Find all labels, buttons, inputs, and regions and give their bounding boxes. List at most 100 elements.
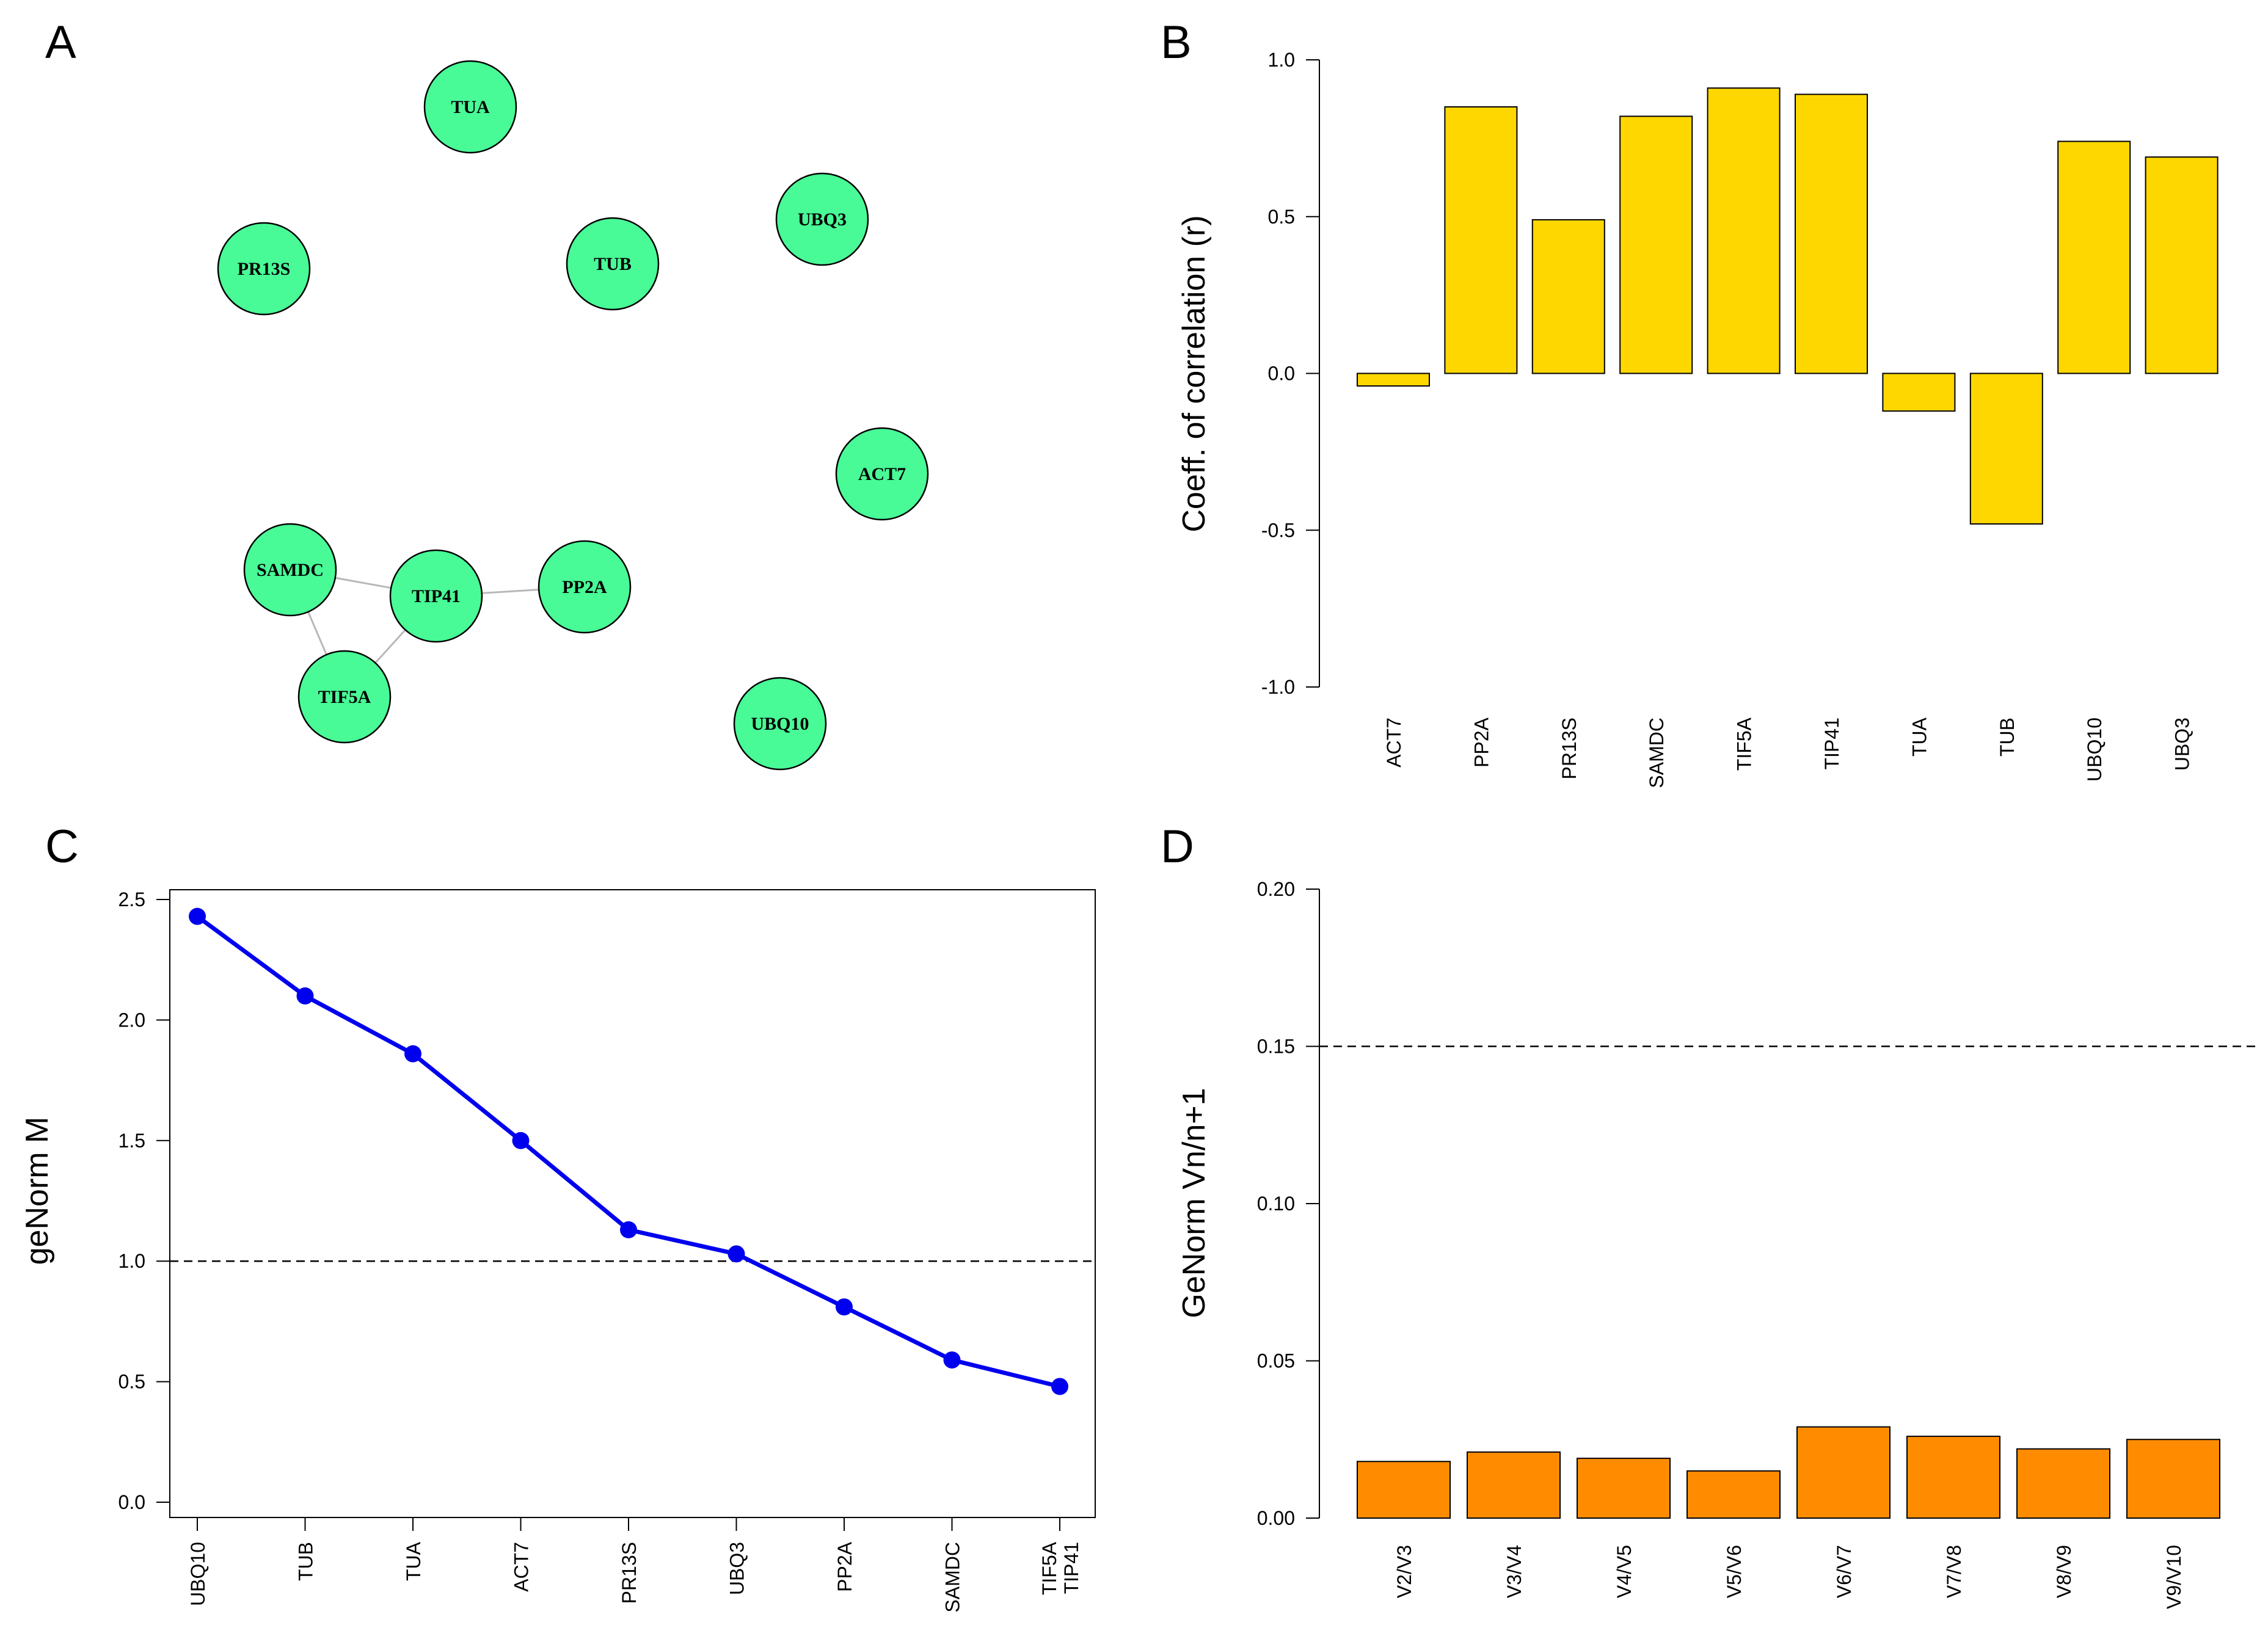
b-x-tick-label-ubq10: UBQ10 <box>2084 718 2106 782</box>
node-label-act7: ACT7 <box>858 464 906 484</box>
node-pp2a <box>538 540 632 634</box>
panel-b-correlation-chart: B Coeff. of correlation (r) -1.0 -0.5 0.0 0… <box>1161 16 2219 788</box>
panel-letter-d: D <box>1161 821 1194 873</box>
c-y-tick-label: 1.5 <box>119 1130 145 1152</box>
b-x-tick-label-samdc: SAMDC <box>1646 718 1668 788</box>
point-tif5a-tip41 <box>1051 1378 1068 1395</box>
b-x-tick-label-tub: TUB <box>1996 718 2018 757</box>
node-label-tua: TUA <box>451 97 490 117</box>
bar-tip41 <box>1795 93 1868 374</box>
node-label-tif5a: TIF5A <box>318 687 371 707</box>
network-nodes: TUA UBQ3 PR13S TUB ACT7 SAMDC TIP41 PP2A TIF5A UB… <box>217 60 929 771</box>
b-x-axis-labels: ACT7 PP2A PR13S SAMDC TIF5A TIP41 TUA TUB UBQ10 U… <box>1383 717 2193 788</box>
d-y-tick-label: 0.05 <box>1257 1350 1295 1372</box>
c-x-tick-label-act7: ACT7 <box>511 1542 533 1592</box>
c-x-tick-label-ubq3: UBQ3 <box>726 1542 748 1595</box>
d-bars <box>1357 1426 2220 1519</box>
c-x-tick-label-tub: TUB <box>295 1542 317 1581</box>
bar-samdc <box>1619 115 1693 374</box>
panel-a-network: A TUA UBQ3 PR13S TUB ACT7 SAMDC TIP41 PP2A TIF5A… <box>45 16 929 771</box>
bar-pp2a <box>1444 106 1518 374</box>
d-y-axis-ticks: 0.00 0.05 0.10 0.15 0.20 <box>1257 878 1319 1529</box>
c-y-tick-label: 2.5 <box>119 889 145 910</box>
c-x-tick-label-ubq10: UBQ10 <box>187 1542 209 1606</box>
d-y-tick-label: 0.15 <box>1257 1036 1295 1058</box>
d-x-tick-label-v3-v4: V3/V4 <box>1503 1545 1525 1598</box>
node-pr13s <box>217 222 311 316</box>
bar-tub <box>1969 372 2043 525</box>
c-y-axis-ticks: 0.0 0.5 1.0 1.5 2.0 2.5 <box>119 889 170 1513</box>
b-y-tick-label: 0.0 <box>1268 363 1295 385</box>
bar-v9-v10 <box>2126 1439 2220 1519</box>
bar-ubq3 <box>2145 156 2219 374</box>
node-ubq10 <box>733 677 827 771</box>
panel-c-genorm-m-chart: C geNorm M 0.0 0.5 1.0 1.5 2.0 2.5 UBQ10 TUB TU… <box>20 821 1096 1613</box>
b-x-tick-label-pp2a: PP2A <box>1470 717 1492 767</box>
bar-v5-v6 <box>1686 1470 1781 1519</box>
c-points <box>189 907 1068 1395</box>
bar-v6-v7 <box>1796 1426 1891 1519</box>
c-plot-frame <box>169 889 1096 1518</box>
point-pr13s <box>620 1221 637 1238</box>
panel-letter-c: C <box>45 821 79 873</box>
c-x-axis-labels: UBQ10 TUB TUA ACT7 PR13S UBQ3 PP2A SAMDC TIF5A TI… <box>187 1517 1082 1613</box>
d-x-tick-label-v8-v9: V8/V9 <box>2053 1545 2075 1598</box>
point-ubq3 <box>727 1245 745 1263</box>
d-x-tick-label-v2-v3: V2/V3 <box>1393 1545 1415 1598</box>
b-y-axis-title: Coeff. of correlation (r) <box>1176 215 1212 532</box>
c-x-tick-label-tip41: TIP41 <box>1060 1542 1082 1594</box>
bar-pr13s <box>1531 219 1605 374</box>
c-x-tick-label-pr13s: PR13S <box>618 1542 640 1604</box>
point-ubq10 <box>189 907 206 925</box>
bar-v4-v5 <box>1577 1458 1671 1519</box>
node-samdc <box>243 523 337 617</box>
panel-letter-a: A <box>45 16 76 68</box>
panel-d-pairwise-variation-chart: D GeNorm Vn/n+1 0.00 0.05 0.10 0.15 0.20 V2/… <box>1161 821 2255 1609</box>
node-label-samdc: SAMDC <box>257 560 324 580</box>
node-label-ubq10: UBQ10 <box>751 714 809 734</box>
node-tua <box>423 60 517 154</box>
d-x-tick-label-v7-v8: V7/V8 <box>1943 1545 1965 1598</box>
node-label-pr13s: PR13S <box>238 259 291 279</box>
b-y-tick-label: 1.0 <box>1268 49 1295 71</box>
node-tip41 <box>389 549 483 643</box>
node-label-tub: TUB <box>594 254 632 274</box>
b-y-tick-label: 0.5 <box>1268 206 1295 228</box>
c-y-tick-label: 0.0 <box>119 1491 145 1513</box>
b-y-tick-label: -0.5 <box>1261 519 1295 541</box>
d-x-tick-label-v9-v10: V9/V10 <box>2163 1545 2185 1609</box>
c-y-axis-title: geNorm M <box>20 1117 55 1265</box>
c-x-tick-label-tif5a: TIF5A <box>1038 1541 1060 1595</box>
d-y-tick-label: 0.00 <box>1257 1507 1295 1529</box>
bar-v2-v3 <box>1357 1461 1451 1519</box>
c-series-line <box>195 914 1060 1389</box>
c-x-tick-label-samdc: SAMDC <box>942 1542 964 1613</box>
bar-ubq10 <box>2057 140 2131 374</box>
node-ubq3 <box>775 172 869 266</box>
point-tua <box>404 1045 421 1063</box>
d-y-axis-title: GeNorm Vn/n+1 <box>1176 1088 1212 1318</box>
bar-v7-v8 <box>1906 1436 2000 1519</box>
b-y-tick-label: -1.0 <box>1261 676 1295 698</box>
d-x-tick-label-v5-v6: V5/V6 <box>1723 1545 1745 1598</box>
c-y-tick-label: 0.5 <box>119 1371 145 1393</box>
point-pp2a <box>836 1298 853 1316</box>
bar-act7 <box>1357 372 1430 387</box>
b-x-tick-label-act7: ACT7 <box>1383 718 1405 768</box>
bar-tua <box>1882 372 1956 412</box>
c-y-tick-label: 1.0 <box>119 1250 145 1272</box>
b-x-tick-label-tip41: TIP41 <box>1821 718 1843 769</box>
c-x-tick-label-pp2a: PP2A <box>834 1541 856 1591</box>
c-y-tick-label: 2.0 <box>119 1009 145 1031</box>
node-label-ubq3: UBQ3 <box>798 209 847 230</box>
d-y-tick-label: 0.10 <box>1257 1193 1295 1215</box>
b-x-tick-label-tua: TUA <box>1908 717 1930 757</box>
d-x-axis-labels: V2/V3 V3/V4 V4/V5 V5/V6 V6/V7 V7/V8 V8/V9 V9/V1… <box>1393 1545 2185 1609</box>
node-label-pp2a: PP2A <box>562 577 607 597</box>
b-x-tick-label-tif5a: TIF5A <box>1734 717 1756 771</box>
b-x-tick-label-ubq3: UBQ3 <box>2171 718 2193 771</box>
bar-v8-v9 <box>2016 1448 2110 1519</box>
point-act7 <box>512 1132 530 1149</box>
d-y-tick-label: 0.20 <box>1257 878 1295 900</box>
